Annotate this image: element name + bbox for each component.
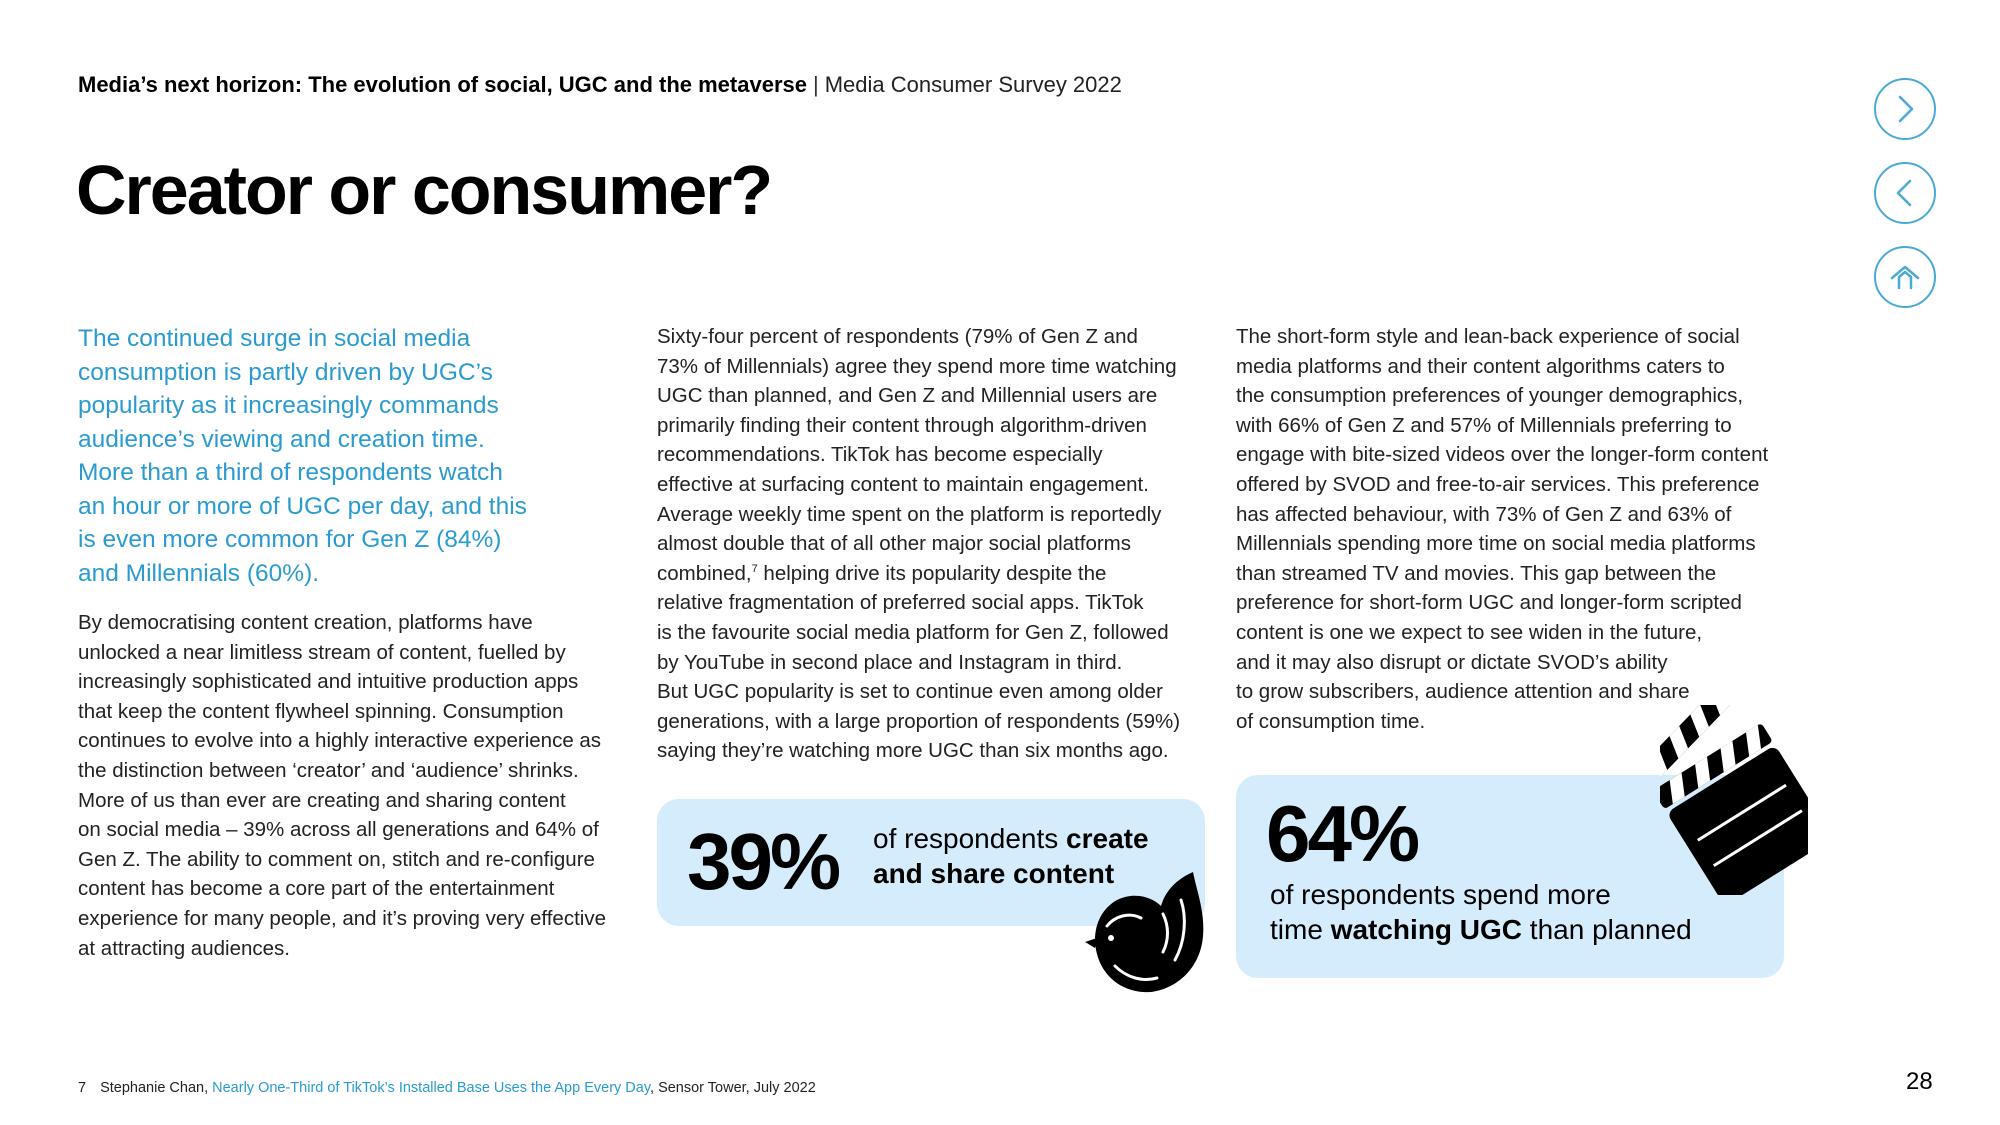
body-line: Average weekly time spent on the platfor… [657,502,1162,526]
chevron-left-icon [1896,179,1912,207]
stat-description: of respondents create and share content [873,821,1149,891]
lead-line: popularity as it increasingly commands [78,392,499,419]
footnote-number: 7 [78,1080,87,1096]
body-line: generations, with a large proportion of … [657,709,1181,733]
lead-line: More than a third of respondents watch [78,459,503,486]
column-right: The short-form style and lean-back exper… [1236,322,1796,736]
report-header: Media’s next horizon: The evolution of s… [78,72,1122,98]
ref-line-start: combined, [657,561,752,585]
body-line: primarily finding their content through … [657,413,1147,437]
lead-line: and Millennials (60%). [78,559,320,587]
body-line: media platforms and their content algori… [1236,354,1725,378]
body-line: But UGC popularity is set to continue ev… [657,680,1163,704]
stat-value: 64% [1266,789,1420,878]
column-middle: Sixty-four percent of respondents (79% o… [657,322,1217,766]
body-line: More of us than ever are creating and sh… [78,788,566,812]
body-line: that keep the content flywheel spinning.… [78,699,564,723]
body-line: than streamed TV and movies. This gap be… [1236,561,1717,585]
stat-text-plain: of respondents [873,823,1067,854]
body-line: and it may also disrupt or dictate SVOD’… [1236,650,1668,674]
body-line: unlocked a near limitless stream of cont… [78,640,566,664]
body-line: By democratising content creation, platf… [78,611,533,634]
body-line: offered by SVOD and free-to-air services… [1236,472,1760,496]
body-line: saying they’re watching more UGC than si… [657,739,1169,763]
page-title: Creator or consumer? [76,151,773,229]
stat-value: 39% [687,817,841,906]
body-line: Sixty-four percent of respondents (79% o… [657,325,1138,348]
chevron-right-icon [1898,95,1914,123]
report-title: Media’s next horizon: The evolution of s… [78,72,807,97]
previous-page-button[interactable] [1874,162,1936,224]
stat-callout-watching: 64% of respondents spend more time watch… [1236,775,1784,978]
body-line: preference for short-form UGC and longer… [1236,591,1742,615]
body-line: The short-form style and lean-back exper… [1236,325,1740,348]
body-line: the distinction between ‘creator’ and ‘a… [78,758,579,782]
body-line-with-reference: combined,7 helping drive its popularity … [657,559,1217,589]
body-line: by YouTube in second place and Instagram… [657,650,1123,674]
body-paragraph: The short-form style and lean-back exper… [1236,322,1796,736]
body-line: content has become a core part of the en… [78,877,555,901]
body-line: relative fragmentation of preferred soci… [657,591,1144,615]
footnote-source-link[interactable]: Nearly One-Third of TikTok’s Installed B… [212,1080,651,1096]
body-line: to grow subscribers, audience attention … [1236,680,1690,704]
stat-text-bold: and share content [873,858,1115,889]
clapperboard-icon [1660,705,1808,895]
stat-description: of respondents spend more time watching … [1270,877,1692,947]
body-line: the consumption preferences of younger d… [1236,384,1744,408]
lead-line: audience’s viewing and creation time. [78,425,485,453]
body-line: engage with bite-sized videos over the l… [1236,443,1769,467]
footnote-source: , Sensor Tower, July 2022 [650,1080,816,1096]
lead-line: is even more common for Gen Z (84%) [78,526,502,553]
lead-paragraph: The continued surge in social media cons… [78,322,638,590]
bird-icon [1085,872,1204,993]
footnote-author: Stephanie Chan, [100,1080,213,1096]
footnote: 7 Stephanie Chan, Nearly One-Third of Tik… [78,1080,816,1096]
lead-line: The continued surge in social media [78,325,471,352]
body-line: effective at surfacing content to mainta… [657,472,1149,496]
body-paragraph: Sixty-four percent of respondents (79% o… [657,322,1217,766]
home-icon [1890,265,1920,290]
body-line: experience for many people, and it’s pro… [78,906,606,930]
survey-name: Media Consumer Survey 2022 [824,72,1122,97]
footnote-reference[interactable]: 7 [751,562,758,575]
body-line: of consumption time. [1236,709,1426,733]
stat-text-plain: than planned [1522,914,1692,945]
body-line: Gen Z. The ability to comment on, stitch… [78,847,595,871]
body-line: Millennials spending more time on social… [1236,532,1756,556]
stat-line: and share content [873,856,1149,891]
lead-line: consumption is partly driven by UGC’s [78,358,493,386]
stat-line: of respondents spend more [1270,879,1611,910]
body-line: has affected behaviour, with 73% of Gen … [1236,502,1732,526]
body-paragraph: By democratising content creation, platf… [78,608,638,963]
column-left: The continued surge in social media cons… [78,322,638,963]
header-separator: | [813,72,819,97]
body-line: increasingly sophisticated and intuitive… [78,670,579,694]
body-line: UGC than planned, and Gen Z and Millenni… [657,384,1158,408]
ref-line-end: helping drive its popularity despite the [757,561,1107,585]
body-line: recommendations. TikTok has become espec… [657,443,1103,467]
body-line: almost double that of all other major so… [657,532,1132,556]
stat-line: time watching UGC than planned [1270,912,1692,947]
body-line: continues to evolve into a highly intera… [78,729,602,753]
page-number: 28 [1906,1068,1933,1095]
next-page-button[interactable] [1874,78,1936,140]
body-line: is the favourite social media platform f… [657,620,1169,644]
body-line: content is one we expect to see widen in… [1236,620,1703,644]
body-line: 73% of Millennials) agree they spend mor… [657,354,1177,378]
stat-text-bold: create [1066,823,1149,854]
body-line: on social media – 39% across all generat… [78,818,599,842]
home-button[interactable] [1874,246,1936,308]
stat-line: of respondents create [873,821,1149,856]
body-line: with 66% of Gen Z and 57% of Millennials… [1236,413,1732,437]
stat-callout-create: 39% of respondents create and share cont… [657,799,1205,926]
body-line: at attracting audiences. [78,936,290,960]
stat-text-plain: time [1270,914,1331,945]
lead-line: an hour or more of UGC per day, and this [78,492,527,520]
stat-text-bold: watching UGC [1330,914,1523,945]
